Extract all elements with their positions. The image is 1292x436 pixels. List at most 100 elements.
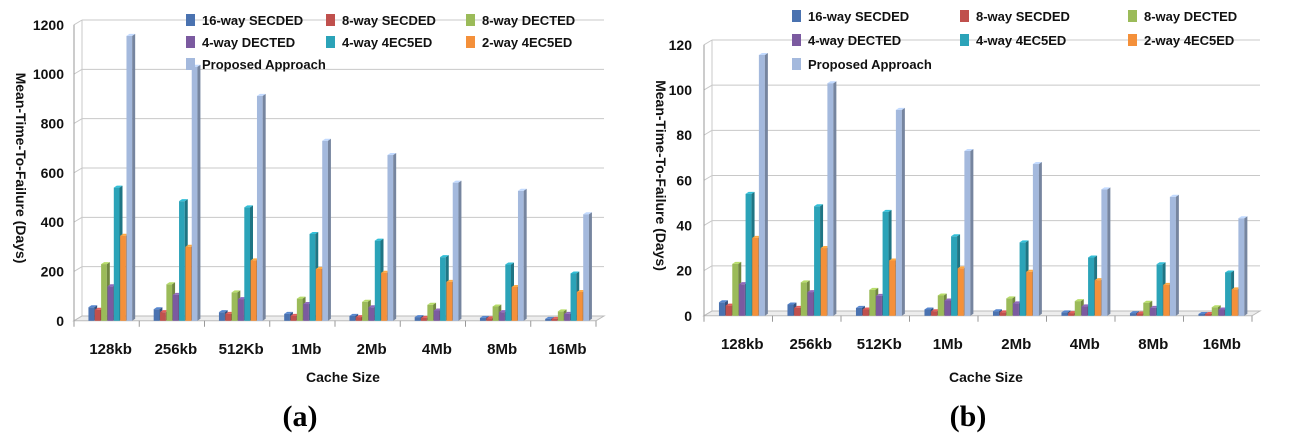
chart-a-legend-item: 8-way SECDED bbox=[326, 13, 436, 28]
chart-b-bar-top bbox=[732, 261, 742, 264]
chart-b-bar-top bbox=[937, 293, 947, 296]
chart-b-bar-top bbox=[1143, 300, 1153, 303]
chart-b-legend-swatch bbox=[792, 34, 801, 46]
chart-a-bar-top bbox=[427, 302, 437, 305]
chart-a-bar-proposed-approach-1mb bbox=[322, 138, 331, 321]
chart-b-bar-top bbox=[1006, 296, 1016, 299]
chart-b-bar-front bbox=[1218, 309, 1225, 316]
chart-b-bar-front bbox=[794, 307, 801, 316]
chart-a-bar-top bbox=[284, 311, 293, 314]
chart-a-xtick-label: 4Mb bbox=[422, 341, 452, 358]
chart-a-bar-front bbox=[322, 140, 328, 321]
chart-a-bar-front bbox=[107, 286, 114, 321]
chart-a-bar-proposed-approach-256kb bbox=[191, 64, 201, 321]
chart-b-bar-top bbox=[1061, 310, 1071, 313]
chart-a-bar-front bbox=[113, 187, 120, 321]
chart-b-legend-item: 4-way DECTED bbox=[792, 33, 901, 48]
chart-b-bar-front bbox=[800, 282, 807, 316]
chart-b-bar-top bbox=[1074, 299, 1084, 302]
chart-b-ytick-label: 100 bbox=[669, 82, 693, 98]
chart-a-legend-item: 4-way 4EC5ED bbox=[326, 35, 432, 50]
chart-b-xtick-label: 8Mb bbox=[1138, 336, 1168, 353]
chart-a-bar-front bbox=[583, 214, 589, 321]
chart-a-bar-side bbox=[458, 180, 462, 321]
chart-b-bar-proposed-approach-128kb bbox=[758, 52, 768, 316]
chart-b-bar-front bbox=[1238, 218, 1245, 316]
chart-b-bar-front bbox=[869, 289, 876, 316]
chart-b-bar-top bbox=[1225, 270, 1235, 273]
chart-a-bar-front bbox=[446, 281, 453, 321]
chart-b-legend-swatch bbox=[792, 10, 801, 22]
chart-a-bar-top bbox=[492, 304, 502, 307]
chart-a-bar-front bbox=[296, 298, 303, 321]
chart-b-ytick-label: 0 bbox=[684, 308, 692, 324]
chart-a-bar-front bbox=[570, 273, 577, 321]
chart-a-bar-front bbox=[153, 309, 160, 321]
chart-a-bar-top bbox=[126, 33, 136, 36]
chart-b-bar-top bbox=[882, 209, 892, 212]
chart-a-ytick-label: 600 bbox=[41, 165, 65, 181]
chart-b-ytick-label: 80 bbox=[676, 127, 692, 143]
chart-b-legend-swatch bbox=[792, 58, 801, 70]
chart-b-bar-front bbox=[1136, 313, 1143, 316]
chart-a-bar-top bbox=[583, 212, 592, 215]
chart-a-ytick-label: 1200 bbox=[33, 17, 64, 33]
chart-b-bar-top bbox=[1032, 162, 1042, 165]
chart-a-bar-side bbox=[523, 188, 527, 321]
chart-a-bar-top bbox=[244, 205, 253, 208]
chart-a-bar-top bbox=[256, 93, 266, 96]
chart-b-bar-front bbox=[862, 309, 869, 316]
chart-a-bar-front bbox=[160, 312, 166, 321]
chart-b-bar-top bbox=[1169, 194, 1179, 197]
chart-b-bar-side bbox=[970, 148, 974, 316]
chart-a-bar-front bbox=[88, 307, 95, 321]
chart-b-bar-top bbox=[1088, 255, 1098, 258]
chart-b-panel-paren: ( bbox=[950, 400, 960, 433]
chart-a-x-axis-label: Cache Size bbox=[306, 369, 380, 385]
chart-b-bar-front bbox=[855, 307, 862, 316]
chart-a-legend-swatch bbox=[186, 14, 195, 26]
chart-b-bar-front bbox=[1094, 280, 1101, 316]
chart-a-bar-front bbox=[452, 182, 459, 321]
chart-b-bar-top bbox=[758, 52, 768, 55]
chart-b-xtick-label: 4Mb bbox=[1070, 336, 1100, 353]
chart-b-bar-front bbox=[889, 260, 896, 316]
chart-b-bar-front bbox=[1149, 307, 1156, 316]
chart-b-panel-letter: b bbox=[960, 400, 977, 433]
chart-a-bar-top bbox=[387, 153, 397, 156]
chart-b-bar-top bbox=[745, 191, 755, 194]
chart-a-bar-side bbox=[393, 153, 397, 321]
chart-a-xtick-label: 2Mb bbox=[357, 341, 387, 358]
chart-b-bar-front bbox=[820, 248, 827, 316]
chart-b-legend-swatch bbox=[1128, 34, 1137, 46]
chart-a-gridline-side-6 bbox=[73, 19, 83, 26]
chart-a-bar-top bbox=[440, 255, 449, 258]
chart-b-bar-side bbox=[901, 107, 905, 316]
chart-a-bar-front bbox=[498, 312, 505, 321]
chart-a-bar-top bbox=[166, 282, 176, 285]
chart-b-bar-front bbox=[814, 206, 821, 316]
chart-b-bar-proposed-approach-16mb bbox=[1238, 216, 1248, 316]
chart-a-bar-top bbox=[452, 180, 462, 183]
chart-a-bar-side bbox=[197, 64, 201, 321]
chart-a-bar-front bbox=[218, 312, 225, 321]
chart-b-xtick-label: 2Mb bbox=[1001, 336, 1031, 353]
chart-b-bar-front bbox=[1019, 242, 1026, 316]
chart-b-gridline-side-2 bbox=[703, 220, 713, 226]
chart-b-legend-item: Proposed Approach bbox=[792, 57, 932, 72]
chart-b: 0 20 40 60 80 100 120 128kb 256kb 512Kb 1Mb 2Mb 4Mb 8… bbox=[653, 9, 1262, 433]
chart-b-bar-top bbox=[1238, 216, 1248, 219]
chart-a-bar-top bbox=[374, 238, 384, 241]
chart-b-bar-top bbox=[800, 280, 810, 283]
chart-a-bar-front bbox=[421, 317, 427, 321]
chart-a-bar-top bbox=[231, 290, 241, 293]
chart-a-bar-front bbox=[557, 311, 564, 321]
chart-b-legend-swatch bbox=[1128, 10, 1137, 22]
chart-b-legend-label: Proposed Approach bbox=[808, 57, 932, 72]
chart-a-gridline-side-3 bbox=[73, 167, 83, 174]
chart-b-bar-front bbox=[1231, 289, 1238, 316]
chart-a-bar-front bbox=[244, 207, 250, 321]
chart-a-legend-swatch bbox=[186, 36, 195, 48]
chart-a-bar-top bbox=[570, 271, 580, 274]
chart-a-bar-top bbox=[153, 307, 163, 310]
